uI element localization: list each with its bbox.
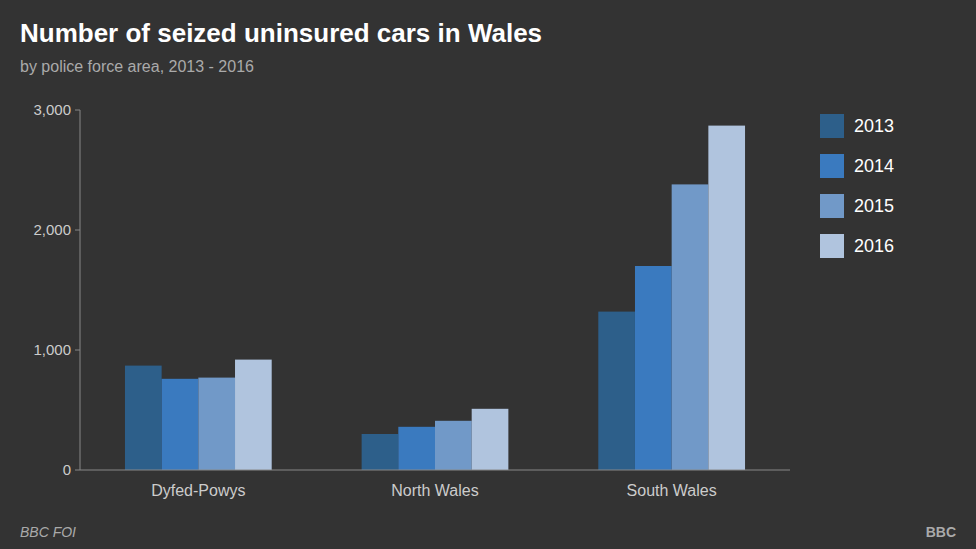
background xyxy=(0,0,976,549)
y-tick xyxy=(75,110,80,111)
bar xyxy=(672,184,709,470)
title: Number of seized uninsured cars in Wales xyxy=(20,18,542,48)
bar xyxy=(435,421,472,470)
bar xyxy=(125,366,162,470)
chart: Number of seized uninsured cars in Wales… xyxy=(0,0,976,549)
x-tick-label: Dyfed-Powys xyxy=(151,482,245,499)
footer-source: BBC FOI xyxy=(20,524,76,540)
bar xyxy=(635,266,672,470)
footer-logo: BBC xyxy=(926,524,956,540)
bar xyxy=(235,360,272,470)
legend-swatch xyxy=(820,154,844,178)
y-tick xyxy=(75,470,80,471)
y-tick-label: 3,000 xyxy=(33,101,71,118)
y-tick-label: 0 xyxy=(63,461,71,478)
legend-swatch xyxy=(820,234,844,258)
bar xyxy=(708,126,745,470)
legend-label: 2014 xyxy=(854,156,894,176)
legend-swatch xyxy=(820,114,844,138)
legend-label: 2015 xyxy=(854,196,894,216)
bar xyxy=(398,427,435,470)
bar xyxy=(598,312,635,470)
y-tick xyxy=(75,350,80,351)
y-tick xyxy=(75,230,80,231)
legend-swatch xyxy=(820,194,844,218)
subtitle: by police force area, 2013 - 2016 xyxy=(20,58,254,75)
bar xyxy=(162,379,199,470)
legend-label: 2016 xyxy=(854,236,894,256)
bar xyxy=(362,434,399,470)
y-axis-line xyxy=(80,110,81,470)
y-tick-label: 2,000 xyxy=(33,221,71,238)
x-axis-line xyxy=(80,470,790,471)
bar xyxy=(472,409,509,470)
bars xyxy=(125,126,745,470)
y-tick-label: 1,000 xyxy=(33,341,71,358)
x-tick-label: South Wales xyxy=(627,482,717,499)
bar xyxy=(198,378,235,470)
legend-label: 2013 xyxy=(854,116,894,136)
x-tick-label: North Wales xyxy=(391,482,478,499)
